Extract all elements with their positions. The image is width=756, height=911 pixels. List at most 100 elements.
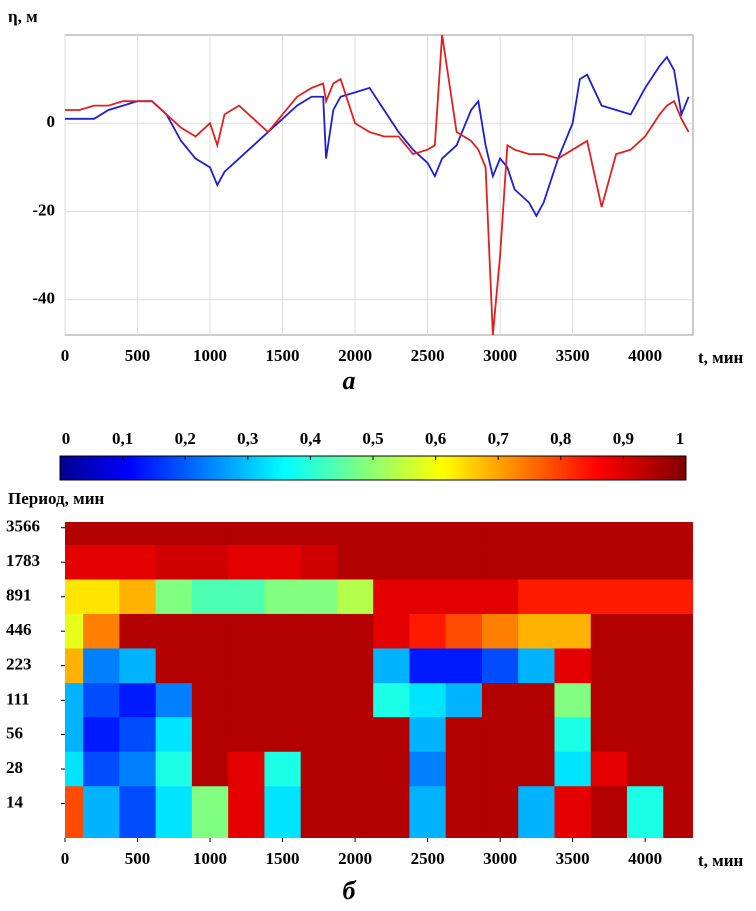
x-tick-label: 2000 (338, 346, 372, 365)
heatmap-cell (409, 717, 447, 753)
colorbar-tick-label: 0,2 (175, 429, 196, 448)
colorbar-tick-label: 0,3 (237, 429, 258, 448)
heatmap-cell (264, 613, 302, 649)
heatmap-cell (65, 522, 84, 546)
y-tick-label: -20 (32, 200, 55, 219)
heatmap-cell (65, 717, 84, 753)
heatmap-cell (336, 786, 374, 838)
heatmap-cell (264, 717, 302, 753)
y-tick-label: 0 (47, 112, 56, 131)
heatmap-cell (409, 613, 447, 649)
heatmap-cell (518, 522, 555, 546)
heatmap-cell (409, 544, 447, 580)
x-axis-label: t, мин (698, 348, 744, 367)
heatmap-cell (409, 683, 447, 719)
heatmap-cell (445, 544, 483, 580)
panel-label: а (343, 366, 356, 395)
heatmap-cell (554, 648, 592, 684)
heatmap-cell (191, 613, 229, 649)
x-tick-label: 1000 (193, 346, 227, 365)
heatmap-cell (590, 522, 628, 546)
series-line (65, 35, 690, 335)
heatmap-cell (445, 648, 483, 684)
heatmap-cell (300, 522, 338, 546)
heatmap-cells (65, 522, 693, 838)
heatmap-cell (627, 717, 664, 753)
heatmap-cell (155, 522, 193, 546)
heatmap-cell (518, 751, 555, 787)
heatmap-cell (445, 579, 483, 615)
heatmap-cell (663, 579, 693, 615)
heatmap-cell (119, 579, 157, 615)
heatmap-cell (481, 786, 519, 838)
heatmap-cell (65, 683, 84, 719)
heatmap-cell (663, 544, 693, 580)
heatmap-cell (65, 544, 84, 580)
heatmap-cell (590, 648, 628, 684)
heatmap-cell (119, 717, 157, 753)
heatmap-cell (518, 579, 555, 615)
heatmap-cell (590, 786, 628, 838)
heatmap-cell (518, 648, 555, 684)
heatmap-cell (481, 579, 519, 615)
heatmap-cell (554, 683, 592, 719)
heatmap-cell (554, 544, 592, 580)
heatmap-cell (663, 751, 693, 787)
heatmap-cell (83, 648, 120, 684)
heatmap-cell (518, 717, 555, 753)
heatmap-cell (191, 648, 229, 684)
heatmap-cell (191, 579, 229, 615)
x-axis-label: t, мин (698, 851, 744, 870)
heatmap-cell (228, 544, 265, 580)
heatmap-cell (300, 786, 338, 838)
heatmap-cell (445, 683, 483, 719)
heatmap-cell (83, 522, 120, 546)
heatmap-cell (373, 648, 410, 684)
panel-label: б (343, 876, 357, 905)
x-tick-label: 2000 (338, 849, 372, 868)
heatmap-cell (409, 522, 447, 546)
heatmap-cell (373, 544, 410, 580)
heatmap-cell (409, 751, 447, 787)
heatmap-cell (83, 579, 120, 615)
y-tick-label: 3566 (6, 517, 40, 536)
heatmap-cell (228, 717, 265, 753)
heatmap-cell (663, 613, 693, 649)
heatmap-cell (518, 786, 555, 838)
heatmap-cell (155, 786, 193, 838)
heatmap-cell (373, 751, 410, 787)
colorbar-tick-label: 0,7 (488, 429, 510, 448)
heatmap-cell (663, 786, 693, 838)
heatmap-cell (300, 751, 338, 787)
heatmap-cell (663, 522, 693, 546)
heatmap-cell (336, 717, 374, 753)
colorbar-tick-label: 1 (676, 429, 685, 448)
heatmap-cell (445, 613, 483, 649)
heatmap-cell (155, 579, 193, 615)
y-tick-label: 14 (6, 792, 24, 811)
heatmap-cell (191, 522, 229, 546)
heatmap-cell (119, 522, 157, 546)
heatmap-cell (228, 648, 265, 684)
y-tick-label: 446 (6, 620, 32, 639)
heatmap-cell (300, 613, 338, 649)
colorbar-tick-label: 0,5 (362, 429, 383, 448)
heatmap-cell (300, 717, 338, 753)
heatmap-cell (373, 717, 410, 753)
heatmap-cell (554, 786, 592, 838)
heatmap-cell (481, 522, 519, 546)
heatmap-cell (627, 683, 664, 719)
heatmap-cell (300, 544, 338, 580)
series-line (65, 55, 690, 218)
x-tick-label: 3000 (483, 346, 517, 365)
heatmap-cell (155, 613, 193, 649)
heatmap-cell (83, 717, 120, 753)
heatmap-cell (373, 522, 410, 546)
heatmap-cell (409, 648, 447, 684)
heatmap-cell (627, 648, 664, 684)
x-tick-label: 2500 (411, 346, 445, 365)
heatmap-cell (191, 683, 229, 719)
heatmap-cell (264, 522, 302, 546)
y-axis-label: Период, мин (8, 489, 105, 508)
